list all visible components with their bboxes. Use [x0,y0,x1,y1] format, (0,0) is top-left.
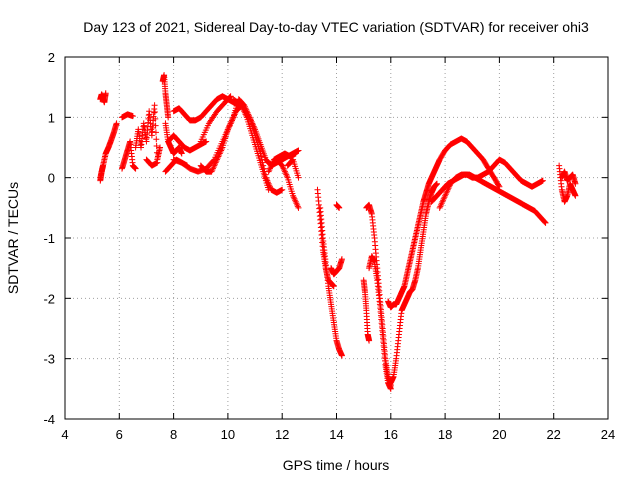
data-point [258,153,265,160]
x-tick-label: 18 [438,427,452,442]
data-point [226,93,233,100]
data-point [539,177,546,184]
y-tick-label: -1 [43,231,55,246]
data-point [129,113,136,120]
y-tick-label: -2 [43,291,55,306]
data-point [132,165,139,172]
data-series [265,150,299,175]
axis-ticks [64,56,609,420]
data-point [165,114,172,121]
data-point [292,150,299,157]
data-series [284,156,302,181]
y-tick-label: -3 [43,352,55,367]
data-point [338,256,345,263]
data-point [100,162,107,169]
x-tick-label: 12 [275,427,289,442]
data-point [295,204,302,211]
data-point [572,192,579,199]
data-point [157,144,164,151]
data-point [154,159,161,166]
data-series [333,201,343,211]
data-series [119,138,139,172]
data-series [162,120,185,157]
data-point [227,93,234,100]
data-point [151,109,158,116]
data-series [119,111,136,121]
data-point [295,147,302,154]
data-series [360,277,373,344]
data-point [542,219,549,226]
data-point [495,182,502,189]
data-point [152,122,159,129]
data-point [338,352,345,359]
data-points [97,72,579,392]
data-point [178,150,185,157]
data-point [152,129,159,136]
x-tick-label: 4 [61,427,68,442]
y-tick-label: 0 [48,171,55,186]
x-tick-label: 8 [170,427,177,442]
data-series [159,72,172,121]
x-tick-label: 16 [384,427,398,442]
data-point [260,162,267,169]
y-axis-label: SDTVAR / TECUs [5,182,21,294]
x-tick-label: 14 [329,427,343,442]
data-series [558,168,579,187]
x-tick-label: 20 [492,427,506,442]
data-series [132,102,164,163]
y-tick-label: 1 [48,110,55,125]
data-series [317,204,345,359]
data-series [387,180,440,386]
x-axis-label: GPS time / hours [283,457,390,473]
x-tick-label: 10 [221,427,235,442]
data-series [197,93,234,145]
data-point [260,165,267,172]
data-point [279,186,286,193]
data-point [153,142,160,149]
data-series [165,132,210,154]
y-tick-label: -4 [43,412,55,427]
data-point [433,180,440,187]
data-point [102,90,109,97]
data-series [97,162,107,184]
data-series [143,156,161,169]
data-point [262,171,269,178]
data-point [152,115,159,122]
data-point [113,120,120,127]
data-series [366,253,394,392]
data-point [572,180,579,187]
grid-lines [65,57,608,419]
data-point [259,159,266,166]
data-series [436,156,546,211]
x-tick-label: 22 [546,427,560,442]
chart-title: Day 123 of 2021, Sidereal Day-to-day VTE… [83,19,589,35]
data-point [203,138,210,145]
data-point [541,219,548,226]
data-point [336,204,343,211]
data-point [151,102,158,109]
data-point [153,136,160,143]
y-tick-label: 2 [48,50,55,65]
data-point [366,337,373,344]
data-series [328,256,345,278]
x-tick-label: 24 [601,427,615,442]
data-point [387,385,394,392]
data-point [295,174,302,181]
data-point [330,283,337,290]
data-series [273,156,302,211]
x-tick-label: 6 [116,427,123,442]
data-series [97,90,109,106]
data-series [385,135,503,311]
